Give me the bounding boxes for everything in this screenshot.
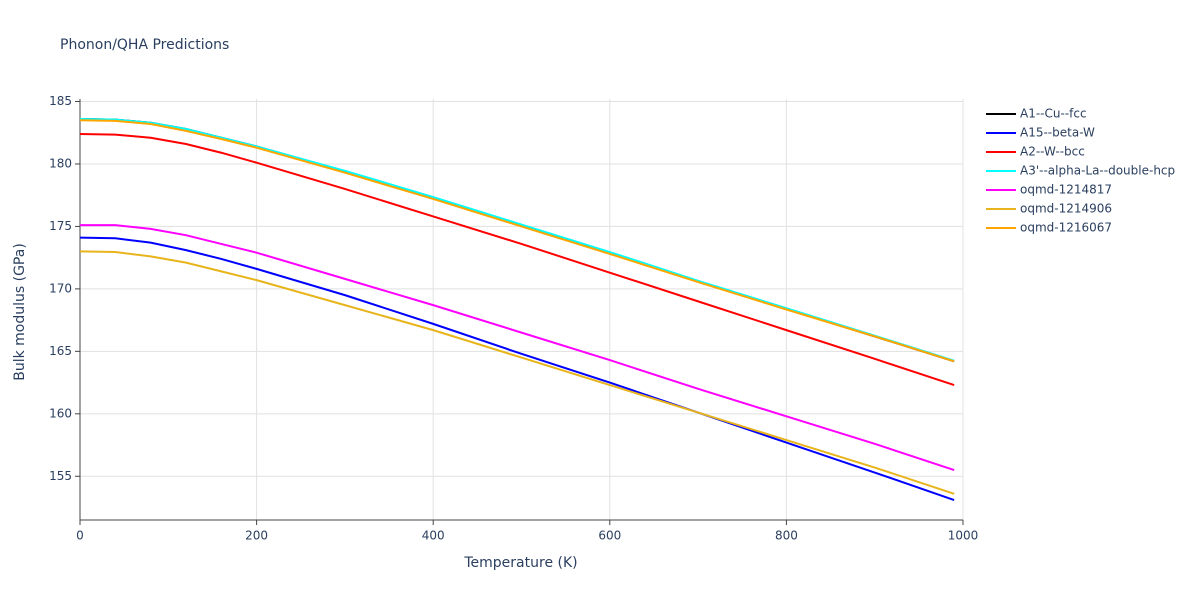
series-line bbox=[79, 119, 955, 363]
legend-label: A3'--alpha-La--double-hcp bbox=[1020, 164, 1175, 178]
y-tick-label: 160 bbox=[49, 406, 72, 420]
x-tick-label: 0 bbox=[76, 529, 84, 543]
series-line bbox=[79, 117, 955, 362]
x-tick-label: 800 bbox=[775, 529, 798, 543]
legend-label: oqmd-1216067 bbox=[1020, 221, 1112, 235]
series-line bbox=[79, 132, 955, 387]
y-tick-label: 175 bbox=[49, 219, 72, 233]
y-tick-label: 155 bbox=[49, 469, 72, 483]
legend: A1--Cu--fcc A15--beta-W A2--W--bcc A3'--alp… bbox=[986, 107, 1175, 235]
series-line bbox=[79, 117, 955, 363]
legend-label: A2--W--bcc bbox=[1020, 145, 1085, 159]
x-axis-label: Temperature (K) bbox=[463, 555, 577, 571]
x-tick-label: 200 bbox=[245, 529, 268, 543]
x-tick-label: 1000 bbox=[948, 529, 979, 543]
series-line bbox=[80, 224, 955, 471]
x-tick-label: 600 bbox=[598, 529, 621, 543]
y-tick-label: 185 bbox=[49, 94, 72, 108]
y-tick-label: 170 bbox=[49, 281, 72, 295]
y-axis-label: Bulk modulus (GPa) bbox=[12, 243, 28, 381]
legend-label: oqmd-1214817 bbox=[1020, 183, 1112, 197]
x-tick-label: 400 bbox=[422, 529, 445, 543]
chart-title: Phonon/QHA Predictions bbox=[60, 37, 229, 53]
series-line bbox=[79, 250, 955, 495]
series-line bbox=[79, 236, 955, 501]
legend-label: A1--Cu--fcc bbox=[1020, 107, 1087, 121]
legend-label: A15--beta-W bbox=[1020, 126, 1095, 140]
legend-label: oqmd-1214906 bbox=[1020, 202, 1112, 216]
y-tick-label: 165 bbox=[49, 344, 72, 358]
y-tick-label: 180 bbox=[49, 156, 72, 170]
